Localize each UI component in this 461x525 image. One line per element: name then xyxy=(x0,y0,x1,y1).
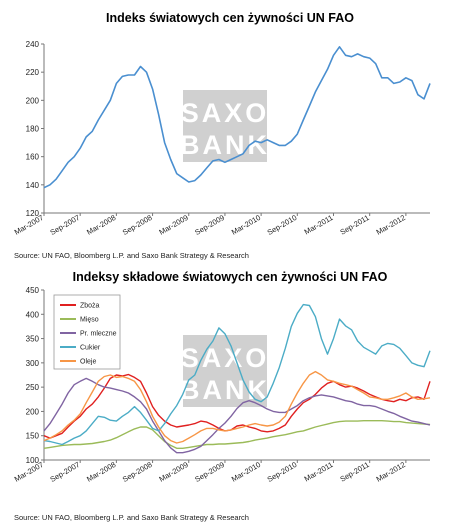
chart-2-title: Indeksy składowe światowych cen żywności… xyxy=(73,270,388,284)
x-tick-label: Mar-2011 xyxy=(303,213,335,237)
y-tick-label: 240 xyxy=(26,40,40,49)
chart-1-y-axis: 120 140 160 180 200 220 240 xyxy=(26,40,45,218)
y-tick-label: 200 xyxy=(26,407,40,416)
x-tick-label: Sep-2010 xyxy=(266,460,299,484)
x-tick-label: Sep-2011 xyxy=(338,460,370,484)
y-tick-label: 220 xyxy=(26,68,40,77)
chart-1-series xyxy=(43,45,431,189)
legend-label: Cukier xyxy=(80,345,101,352)
series-line-3 xyxy=(43,303,431,446)
chart-2-y-axis: 100 150 200 250 300 350 400 450 xyxy=(26,286,45,465)
x-tick-label: Sep-2010 xyxy=(266,213,299,237)
chart-1-watermark: SAXO BANK xyxy=(180,90,270,162)
x-tick-label: Sep-2007 xyxy=(49,460,82,484)
x-tick-label: Mar-2010 xyxy=(230,213,262,237)
x-tick-label: Sep-2007 xyxy=(49,213,82,237)
series-line-0 xyxy=(43,45,431,189)
y-tick-label: 300 xyxy=(26,359,40,368)
x-tick-label: Mar-2008 xyxy=(85,213,117,237)
series-line-2 xyxy=(43,377,431,454)
legend-label: Oleje xyxy=(80,359,96,366)
y-tick-label: 150 xyxy=(26,432,40,441)
chart-2-watermark: SAXO BANK xyxy=(180,335,270,407)
y-tick-label: 160 xyxy=(26,153,40,162)
y-tick-label: 180 xyxy=(26,125,40,134)
x-tick-label: Sep-2008 xyxy=(121,460,154,484)
x-tick-label: Mar-2010 xyxy=(230,460,262,484)
chart-1: Indeks światowych cen żywności UN FAO SA… xyxy=(13,11,431,260)
chart-2-series xyxy=(43,303,431,454)
y-tick-label: 250 xyxy=(26,383,40,392)
x-tick-label: Mar-2011 xyxy=(303,460,335,484)
chart-1-watermark-line-1: SAXO xyxy=(181,98,270,128)
x-tick-label: Mar-2012 xyxy=(375,213,407,237)
y-tick-label: 200 xyxy=(26,96,40,105)
chart-1-source: Source: UN FAO, Bloomberg L.P. and Saxo … xyxy=(14,251,249,260)
chart-2-watermark-line-2: BANK xyxy=(180,375,270,405)
x-tick-label: Mar-2009 xyxy=(157,460,189,484)
series-line-0 xyxy=(43,373,431,439)
x-tick-label: Sep-2009 xyxy=(193,460,226,484)
x-tick-label: Sep-2011 xyxy=(338,213,370,237)
y-tick-label: 450 xyxy=(26,286,40,295)
chart-2-watermark-line-1: SAXO xyxy=(181,343,270,373)
chart-1-x-axis: Mar-2007 Sep-2007 Mar-2008 Sep-2008 Mar-2009… xyxy=(13,212,430,237)
chart-2: Indeksy składowe światowych cen żywności… xyxy=(13,270,431,522)
series-line-1 xyxy=(43,420,431,449)
chart-2-source: Source: UN FAO, Bloomberg L.P. and Saxo … xyxy=(14,513,249,522)
chart-2-x-axis: Mar-2007 Sep-2007 Mar-2008 Sep-2008 Mar-2009… xyxy=(13,459,430,484)
chart-1-watermark-line-2: BANK xyxy=(180,130,270,160)
y-tick-label: 100 xyxy=(26,456,40,465)
x-tick-label: Sep-2009 xyxy=(193,213,226,237)
series-line-4 xyxy=(43,370,431,444)
chart-1-title: Indeks światowych cen żywności UN FAO xyxy=(106,11,354,25)
x-tick-label: Mar-2008 xyxy=(85,460,117,484)
y-tick-label: 350 xyxy=(26,335,40,344)
chart-2-legend: Zboża Mięso Pr. mleczne Cukier Oleje xyxy=(53,294,121,370)
x-tick-label: Sep-2008 xyxy=(121,213,154,237)
x-tick-label: Mar-2009 xyxy=(157,213,189,237)
legend-label: Mięso xyxy=(80,317,99,324)
x-tick-label: Mar-2012 xyxy=(375,460,407,484)
y-tick-label: 400 xyxy=(26,310,40,319)
legend-label: Zboża xyxy=(80,303,100,310)
y-tick-label: 120 xyxy=(26,209,40,218)
chart-1-watermark-box xyxy=(183,90,267,162)
y-tick-label: 140 xyxy=(26,181,40,190)
legend-label: Pr. mleczne xyxy=(80,331,117,338)
